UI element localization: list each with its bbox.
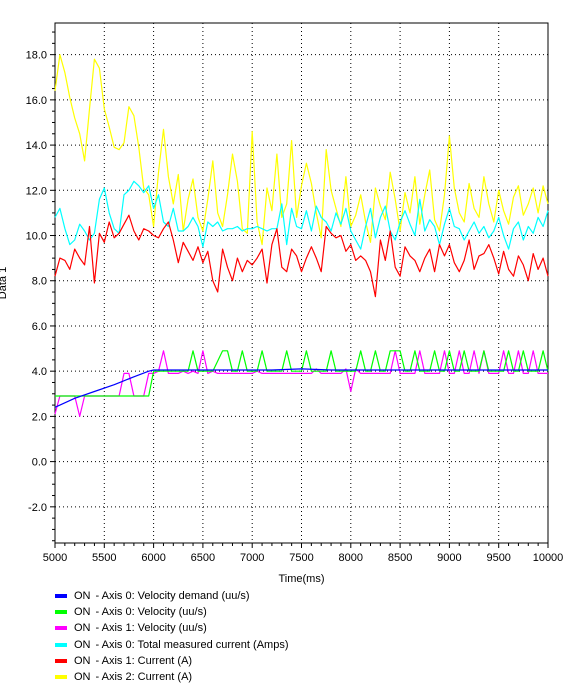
y-tick-label: 16.0 [26,95,47,107]
legend-label: - Axis 1: Velocity (uu/s) [95,622,207,635]
y-tick-label: -2.0 [28,502,47,514]
x-tick-label: 9500 [486,552,510,564]
legend-status: ON [74,654,91,667]
y-tick-label: 4.0 [32,366,47,378]
legend-item[interactable]: ON - Axis 1: Velocity (uu/s) [55,620,288,636]
legend-label: - Axis 0: Total measured current (Amps) [95,638,289,651]
legend-status: ON [74,638,91,651]
x-tick-label: 5000 [43,552,67,564]
series-line [54,214,549,298]
legend-swatch [55,626,67,631]
legend-item[interactable]: ON - Axis 0: Velocity (uu/s) [55,604,288,620]
y-tick-label: 8.0 [32,276,47,288]
series-line [54,180,549,250]
y-tick-label: 6.0 [32,321,47,333]
series-line [54,368,548,408]
series-lines [54,54,549,417]
axis-ticks: 5000 5500 6000 6500 7000 7500 8000 8500 9000 9500… [26,31,564,564]
x-tick-label: 8000 [339,552,363,564]
x-axis-title: Time(ms) [278,573,324,585]
y-axis-title: Data 1 [0,267,9,299]
x-tick-label: 6500 [191,552,215,564]
legend-status: ON [74,606,91,619]
y-tick-label: 18.0 [26,50,47,62]
y-tick-label: 12.0 [26,185,47,197]
legend-status: ON [74,590,91,603]
legend-label: - Axis 2: Current (A) [95,671,193,684]
legend-swatch [55,658,67,663]
y-tick-label: 0.0 [32,457,47,469]
legend-item[interactable]: ON - Axis 2: Current (A) [55,669,288,685]
y-tick-label: 10.0 [26,231,47,243]
legend-item[interactable]: ON - Axis 0: Total measured current (Amps… [55,637,288,653]
x-tick-label: 6000 [141,552,165,564]
x-tick-label: 10000 [533,552,564,564]
x-tick-label: 7500 [289,552,313,564]
legend-status: ON [74,622,91,635]
legend-label: - Axis 0: Velocity demand (uu/s) [95,590,250,603]
y-tick-label: 2.0 [32,411,47,423]
legend-swatch [55,642,67,647]
x-tick-label: 7000 [240,552,264,564]
x-tick-label: 8500 [388,552,412,564]
legend-swatch [55,610,67,615]
y-tick-label: 14.0 [26,140,47,152]
legend-swatch [55,675,67,680]
legend-label: - Axis 0: Velocity (uu/s) [95,606,207,619]
series-line [55,350,549,397]
legend-item[interactable]: ON - Axis 1: Current (A) [55,653,288,669]
grid [55,23,548,543]
legend-status: ON [74,671,91,684]
legend-label: - Axis 1: Current (A) [95,654,193,667]
x-tick-label: 5500 [92,552,116,564]
x-tick-label: 9000 [437,552,461,564]
legend-item[interactable]: ON - Axis 0: Velocity demand (uu/s) [55,588,288,604]
legend: ON - Axis 0: Velocity demand (uu/s) ON - Ax… [55,588,288,685]
legend-swatch [55,594,67,599]
series-line [54,54,549,246]
